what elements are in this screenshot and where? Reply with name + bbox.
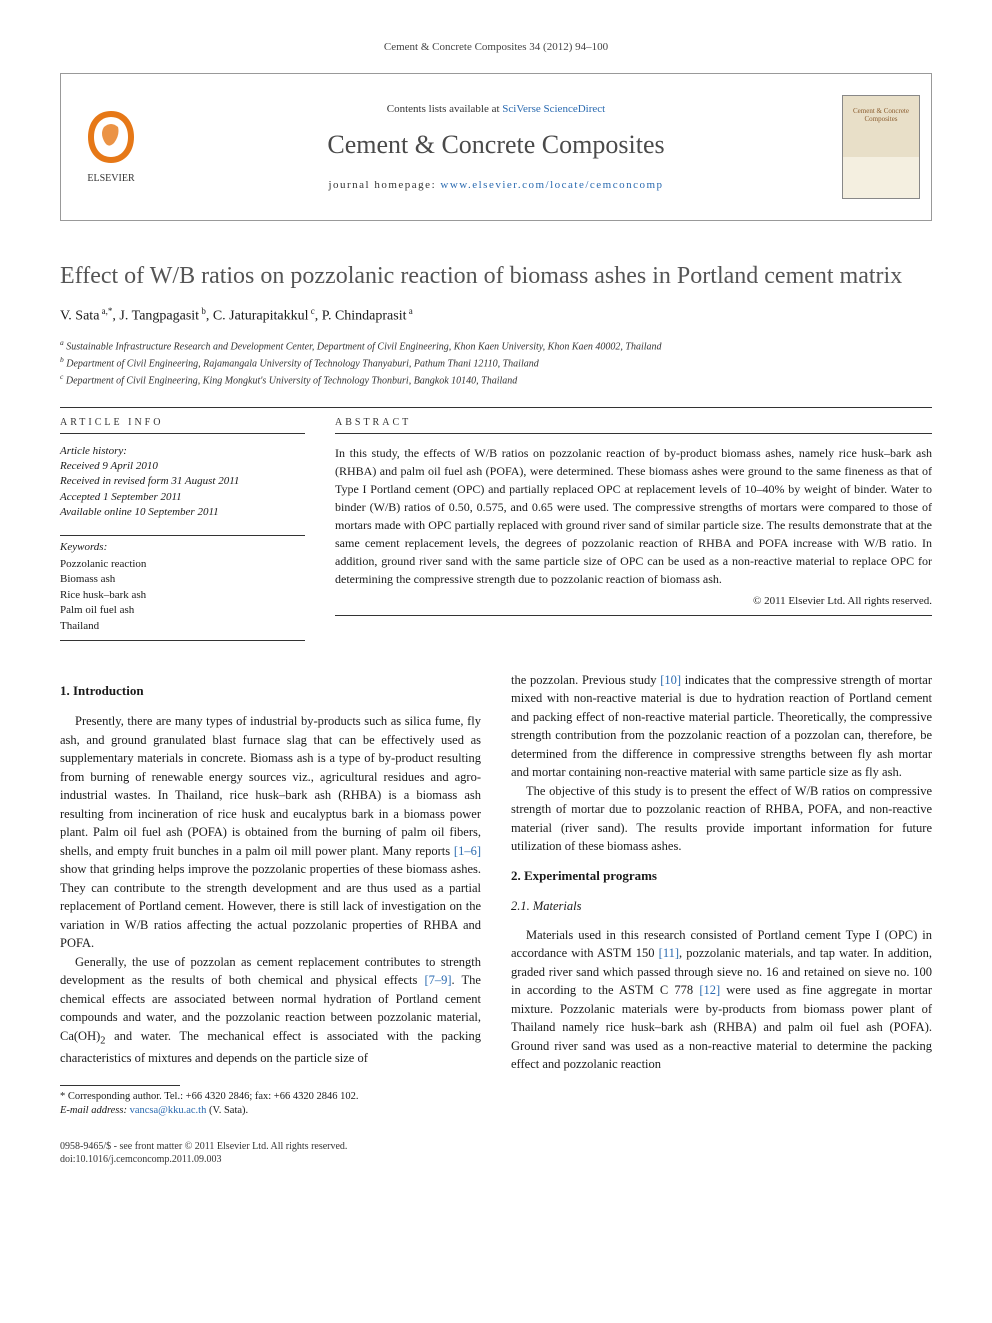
history-received: Received 9 April 2010 <box>60 459 305 474</box>
section-heading-introduction: 1. Introduction <box>60 681 481 700</box>
publisher-logo-cell: ELSEVIER <box>61 74 161 220</box>
abstract-heading: ABSTRACT <box>335 416 932 434</box>
keyword: Biomass ash <box>60 572 305 587</box>
affiliation-a: a Sustainable Infrastructure Research an… <box>60 337 932 354</box>
history-label: Article history: <box>60 444 305 459</box>
author-aff-sup: a, <box>99 306 108 316</box>
sciencedirect-link[interactable]: SciVerse ScienceDirect <box>502 103 605 115</box>
journal-homepage-link[interactable]: www.elsevier.com/locate/cemconcomp <box>440 179 663 191</box>
history-accepted: Accepted 1 September 2011 <box>60 490 305 505</box>
affiliations: a Sustainable Infrastructure Research an… <box>60 337 932 389</box>
header-center: Contents lists available at SciVerse Sci… <box>161 74 831 220</box>
keyword: Rice husk–bark ash <box>60 588 305 603</box>
email-link[interactable]: vancsa@kku.ac.th <box>130 1105 207 1116</box>
affiliation-c: c Department of Civil Engineering, King … <box>60 371 932 388</box>
keywords-label: Keywords: <box>60 535 305 555</box>
elsevier-logo-icon: ELSEVIER <box>76 103 146 191</box>
article-info-col: ARTICLE INFO Article history: Received 9… <box>60 416 305 641</box>
keyword: Pozzolanic reaction <box>60 557 305 572</box>
article-info-heading: ARTICLE INFO <box>60 416 305 434</box>
affiliation-b: b Department of Civil Engineering, Rajam… <box>60 354 932 371</box>
author-aff-sup: a <box>407 306 413 316</box>
ref-link[interactable]: [12] <box>699 983 720 997</box>
body-paragraph: Materials used in this research consiste… <box>511 926 932 1074</box>
article-history: Article history: Received 9 April 2010 R… <box>60 444 305 521</box>
journal-name: Cement & Concrete Composites <box>171 127 821 163</box>
citation-line: Cement & Concrete Composites 34 (2012) 9… <box>60 40 932 55</box>
history-online: Available online 10 September 2011 <box>60 505 305 520</box>
abstract-copyright: © 2011 Elsevier Ltd. All rights reserved… <box>335 594 932 609</box>
svg-text:ELSEVIER: ELSEVIER <box>87 173 135 184</box>
cover-text: Cement & Concrete Composites <box>849 108 913 123</box>
article-title: Effect of W/B ratios on pozzolanic react… <box>60 261 932 291</box>
email-label: E-mail address: <box>60 1105 127 1116</box>
info-abstract-row: ARTICLE INFO Article history: Received 9… <box>60 416 932 641</box>
abstract-col: ABSTRACT In this study, the effects of W… <box>335 416 932 641</box>
contents-prefix: Contents lists available at <box>387 103 502 115</box>
footnote-rule <box>60 1085 180 1086</box>
ref-link[interactable]: [7–9] <box>424 973 451 987</box>
author-line: V. Sata a,*, J. Tangpagasit b, C. Jatura… <box>60 305 932 326</box>
cover-thumb-cell: Cement & Concrete Composites <box>831 74 931 220</box>
footer-doi: doi:10.1016/j.cemconcomp.2011.09.003 <box>60 1153 347 1166</box>
divider <box>60 407 932 408</box>
footer-left: 0958-9465/$ - see front matter © 2011 El… <box>60 1140 347 1166</box>
page-footer: 0958-9465/$ - see front matter © 2011 El… <box>60 1140 932 1166</box>
body-paragraph: Generally, the use of pozzolan as cement… <box>60 953 481 1067</box>
keyword: Thailand <box>60 619 305 634</box>
abstract-text: In this study, the effects of W/B ratios… <box>335 444 932 588</box>
body-paragraph: the pozzolan. Previous study [10] indica… <box>511 671 932 782</box>
author-aff-sup: b <box>199 306 206 316</box>
corresponding-star: * <box>108 306 113 316</box>
body-paragraph: The objective of this study is to presen… <box>511 782 932 856</box>
section-heading-experimental: 2. Experimental programs <box>511 866 932 885</box>
keywords-list: Pozzolanic reaction Biomass ash Rice hus… <box>60 557 305 641</box>
journal-cover-icon: Cement & Concrete Composites <box>842 95 920 199</box>
journal-header: ELSEVIER Contents lists available at Sci… <box>60 73 932 221</box>
keyword: Palm oil fuel ash <box>60 603 305 618</box>
author-aff-sup: c <box>308 306 314 316</box>
body-paragraph: Presently, there are many types of indus… <box>60 712 481 953</box>
corresponding-footnote: * Corresponding author. Tel.: +66 4320 2… <box>60 1090 481 1104</box>
email-who: (V. Sata). <box>209 1105 248 1116</box>
subsection-heading-materials: 2.1. Materials <box>511 897 932 916</box>
history-revised: Received in revised form 31 August 2011 <box>60 474 305 489</box>
homepage-prefix: journal homepage: <box>328 179 440 191</box>
email-footnote: E-mail address: vancsa@kku.ac.th (V. Sat… <box>60 1104 481 1118</box>
journal-homepage-line: journal homepage: www.elsevier.com/locat… <box>171 178 821 193</box>
ref-link[interactable]: [10] <box>660 673 681 687</box>
contents-available-line: Contents lists available at SciVerse Sci… <box>171 102 821 117</box>
page: Cement & Concrete Composites 34 (2012) 9… <box>0 0 992 1196</box>
footer-issn: 0958-9465/$ - see front matter © 2011 El… <box>60 1140 347 1153</box>
divider <box>335 615 932 616</box>
ref-link[interactable]: [1–6] <box>454 844 481 858</box>
body-columns: 1. Introduction Presently, there are man… <box>60 671 932 1119</box>
ref-link[interactable]: [11] <box>659 946 679 960</box>
